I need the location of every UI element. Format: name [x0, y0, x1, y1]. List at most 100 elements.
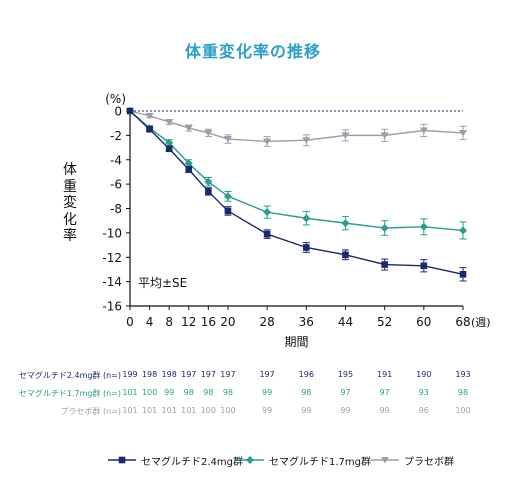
- x-tick-label: 36: [299, 315, 314, 329]
- data-point: [342, 251, 349, 259]
- y-axis-unit: (%): [105, 92, 126, 106]
- data-point: [459, 271, 467, 278]
- n-table-cell: 197: [181, 370, 197, 379]
- n-table-cell: 98: [457, 388, 469, 397]
- n-table-cell: 101: [122, 406, 138, 415]
- y-tick-label: -14: [102, 275, 122, 289]
- x-tick-label: 52: [377, 315, 392, 329]
- n-table-row: セマグルチド2.4mg群 (n=) 199 198 198 197 197 197 197 19…: [0, 370, 506, 384]
- n-table-cell: 197: [220, 370, 236, 379]
- n-table-cell: 198: [161, 370, 177, 379]
- n-table-row-label: プラセボ群 (n=): [60, 407, 121, 416]
- data-point: [419, 127, 428, 134]
- data-point: [341, 132, 350, 139]
- data-point: [224, 207, 232, 215]
- data-point: [185, 166, 193, 173]
- n-table-cell: 198: [141, 370, 158, 379]
- data-point: [146, 125, 153, 133]
- data-point: [380, 132, 389, 139]
- n-table-cell: 99: [262, 388, 273, 397]
- n-table-cell: 97: [379, 388, 390, 397]
- x-axis-unit: (週): [471, 316, 491, 329]
- x-tick-label: 60: [416, 315, 431, 329]
- data-point: [419, 222, 428, 231]
- series-line: [129, 110, 464, 232]
- x-tick-label: 12: [181, 315, 196, 329]
- n-table-cell: 96: [418, 406, 429, 415]
- n-table-cell: 100: [455, 406, 471, 415]
- x-tick-label: 28: [259, 315, 274, 329]
- annotation-mean-se: 平均±SE: [138, 276, 187, 290]
- n-table-cell: 101: [122, 388, 138, 397]
- n-table-row: セマグルチド1.7mg群 (n=) 101 100 99 98 98 98 99 98 97 97 9…: [0, 388, 506, 402]
- y-tick-label: -6: [110, 178, 122, 192]
- n-table-cell: 98: [183, 388, 194, 397]
- n-table-cell: 99: [301, 406, 312, 415]
- n-table-cell: 101: [161, 406, 177, 415]
- x-tick-label: 68: [455, 315, 470, 329]
- series-line: [129, 110, 464, 275]
- data-point: [126, 107, 134, 115]
- data-point: [302, 137, 311, 144]
- series-2: [126, 107, 467, 240]
- series-line: [129, 110, 464, 143]
- n-table-cell: 101: [181, 406, 197, 415]
- legend-label: セマグルチド2.4mg群: [141, 457, 243, 468]
- n-table-cell: 98: [222, 388, 234, 397]
- data-point: [205, 188, 212, 195]
- n-table-cell: 98: [203, 388, 214, 397]
- y-tick-label: -16: [102, 300, 122, 314]
- n-table-cell: 100: [141, 388, 158, 397]
- x-tick-label: 8: [165, 315, 173, 329]
- data-point: [381, 261, 388, 268]
- n-table-cell: 98: [301, 388, 312, 397]
- data-point: [341, 219, 350, 228]
- n-table-cell: 197: [200, 370, 216, 379]
- series-1: [126, 107, 467, 282]
- data-point: [420, 262, 428, 270]
- n-table-row-label: セマグルチド1.7mg群 (n=): [18, 389, 121, 398]
- n-table-cell: 100: [220, 406, 236, 415]
- y-tick-label: -8: [110, 202, 122, 216]
- n-table-cell: 99: [340, 406, 351, 415]
- n-table-row: プラセボ群 (n=) 101 101 101 101 100 100 99 99 99 99 96 10…: [0, 406, 506, 420]
- n-table-cell: 100: [200, 406, 216, 415]
- legend-swatch-marker: [246, 456, 254, 464]
- legend-label: セマグルチド1.7mg群: [269, 457, 371, 468]
- y-tick-label: -10: [102, 226, 122, 240]
- x-tick-label: 44: [338, 315, 353, 329]
- data-point: [145, 112, 154, 120]
- data-point: [459, 226, 467, 235]
- series-3: [126, 108, 467, 147]
- data-point: [459, 129, 467, 137]
- n-table-cell: 93: [418, 388, 429, 397]
- chart-title: 体重変化率の推移: [184, 42, 321, 61]
- legend-swatch: [371, 457, 399, 464]
- n-table-cell: 199: [122, 370, 138, 379]
- legend-swatch: [108, 456, 136, 464]
- x-tick-label: 20: [220, 315, 235, 329]
- n-table-cell: 191: [377, 370, 393, 379]
- data-point: [184, 159, 193, 168]
- data-point: [263, 138, 272, 145]
- n-table-cell: 190: [416, 370, 432, 379]
- y-axis-label: 体重変化率: [63, 162, 77, 244]
- x-tick-label: 4: [146, 315, 154, 329]
- n-table-cell: 193: [455, 370, 471, 379]
- n-table-cell: 196: [298, 370, 314, 379]
- n-table-cell: 99: [164, 388, 175, 397]
- data-point: [380, 224, 389, 232]
- data-point: [263, 230, 271, 238]
- data-point: [223, 136, 232, 143]
- data-point: [263, 208, 272, 217]
- n-table-cell: 99: [262, 406, 273, 415]
- x-axis-label: 期間: [284, 335, 308, 349]
- legend-swatch: [236, 456, 264, 464]
- n-table-row-label: セマグルチド2.4mg群 (n=): [18, 371, 121, 380]
- data-point: [204, 129, 213, 137]
- data-point: [165, 145, 173, 153]
- x-tick-label: 0: [126, 315, 134, 329]
- legend-label: プラセボ群: [404, 457, 454, 468]
- y-tick-label: -4: [110, 153, 122, 167]
